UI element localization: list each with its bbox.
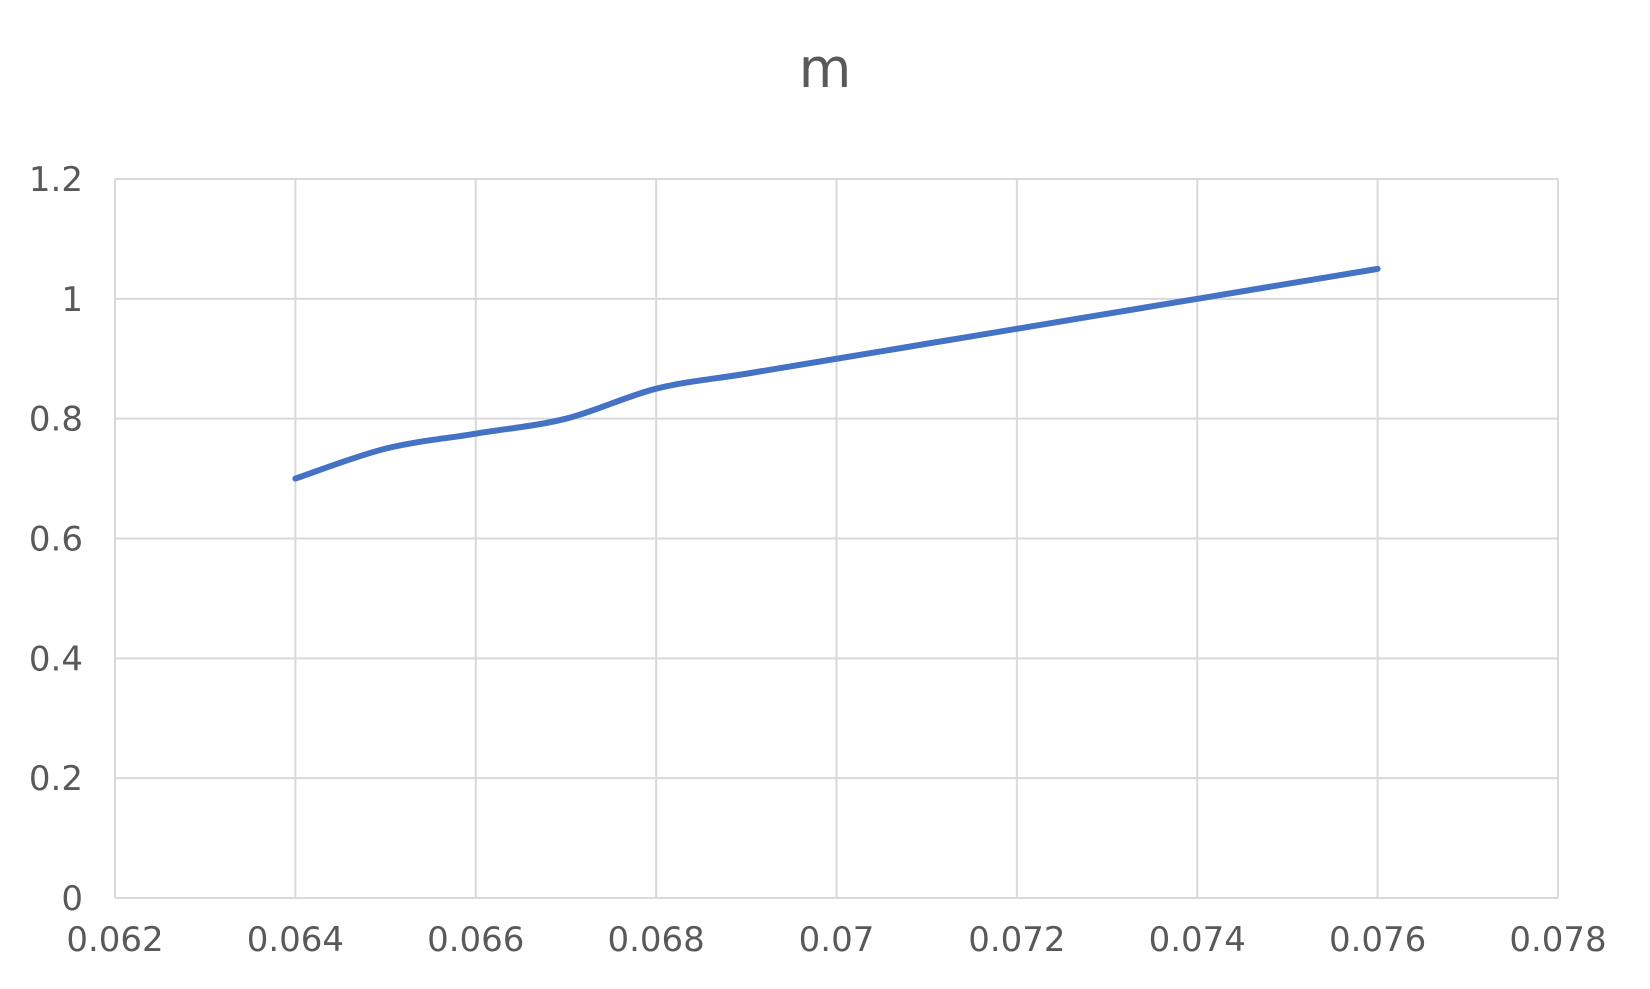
data-point	[743, 371, 749, 377]
x-tick-label: 0.07	[799, 920, 875, 960]
data-point	[473, 431, 479, 437]
y-tick-label: 0.2	[29, 759, 83, 799]
data-point	[834, 356, 840, 362]
y-tick-label: 0.8	[29, 400, 83, 440]
y-tick-label: 0	[61, 879, 83, 919]
data-point	[1014, 326, 1020, 332]
data-point	[1194, 296, 1200, 302]
y-tick-label: 0.6	[29, 520, 83, 560]
data-point	[924, 341, 930, 347]
x-tick-label: 0.062	[66, 920, 163, 960]
x-tick-label: 0.076	[1329, 920, 1426, 960]
x-axis-ticks: 0.062 0.064 0.066 0.068 0.07 0.072 0.074 0.076 0…	[66, 920, 1606, 960]
series	[292, 265, 1381, 482]
data-point	[292, 476, 298, 482]
x-tick-label: 0.068	[607, 920, 704, 960]
data-point	[1104, 311, 1110, 317]
x-tick-label: 0.074	[1149, 920, 1246, 960]
y-axis-ticks: 0 0.2 0.4 0.6 0.8 1 1.2	[29, 160, 83, 919]
series-line	[292, 265, 1381, 482]
x-tick-label: 0.066	[427, 920, 524, 960]
data-point	[383, 446, 389, 452]
x-tick-label: 0.064	[247, 920, 344, 960]
x-tick-label: 0.072	[968, 920, 1065, 960]
y-tick-label: 1.2	[29, 160, 83, 200]
data-point	[1375, 266, 1381, 272]
x-tick-label: 0.078	[1509, 920, 1606, 960]
y-tick-label: 1	[61, 280, 83, 320]
chart-title: m	[798, 37, 852, 100]
data-point	[563, 416, 569, 422]
grid	[114, 178, 1559, 899]
data-point	[653, 386, 659, 392]
data-point	[1284, 281, 1290, 287]
y-tick-label: 0.4	[29, 639, 83, 679]
